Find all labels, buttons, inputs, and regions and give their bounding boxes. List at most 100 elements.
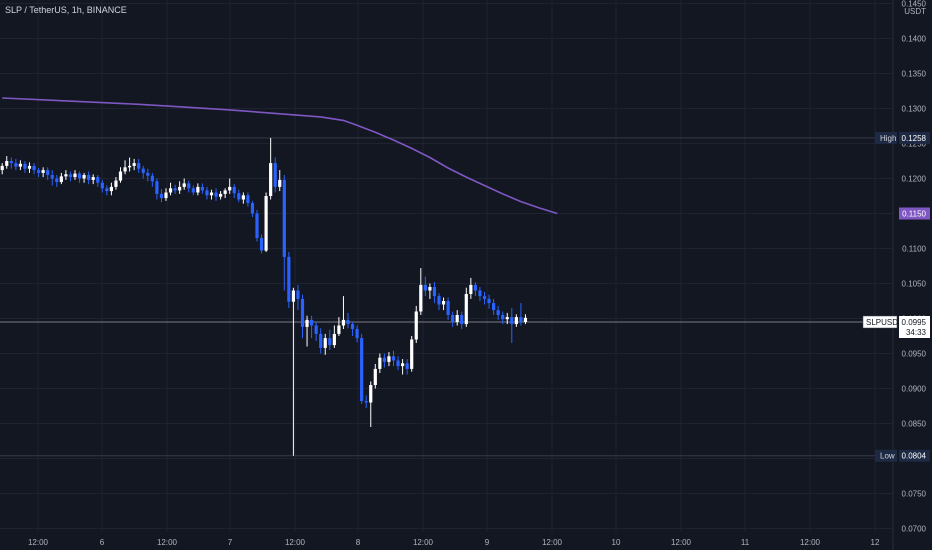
candle-body [5,161,9,166]
candle-body [410,339,414,369]
candle-body [523,317,528,322]
candle-body [23,163,27,169]
time-tick-label: 12:00 [413,538,434,547]
candle [5,156,9,169]
time-tick-label: 12:00 [285,538,306,547]
candle [282,175,286,291]
candle-body [14,163,18,167]
candle [455,310,459,326]
candle-body [232,186,236,194]
price-tick-label: 0.1300 [902,105,927,114]
candle-body [59,176,63,182]
candle-body [159,193,164,199]
candle [428,283,432,299]
candle [259,234,264,254]
candle-body [264,196,268,251]
candle-body [64,174,68,177]
candle-body [282,179,286,257]
candle-body [382,357,386,362]
low-label: Low [880,452,895,461]
candle-body [255,213,259,238]
candle-body [492,303,496,311]
candle-body [296,290,300,299]
candle [273,157,277,193]
candle [269,137,273,200]
candle [341,296,346,329]
candle [332,325,336,348]
candle-body [355,329,359,339]
candle-body [55,178,59,182]
candle-body [91,177,95,180]
candle [109,182,113,196]
high-value: 0.1258 [902,134,927,143]
candle [337,317,341,336]
candle-body [146,172,150,176]
candle [27,162,32,173]
candle-body [214,192,218,197]
candle [378,353,382,374]
candle [387,352,391,367]
low-label-bg [875,449,897,462]
candle [414,305,418,343]
candle [105,185,109,196]
candle-body [460,315,464,325]
candle-body [369,385,373,403]
candle [178,181,182,194]
candle [100,179,104,193]
candle [159,189,164,203]
time-tick-label: 7 [228,538,233,547]
candle-body [328,338,332,346]
candle [505,312,509,325]
ma-polyline [2,97,558,215]
candle [473,282,477,297]
candle-body [332,333,336,346]
high-value-bg [899,131,930,144]
candle [209,189,214,200]
candle [32,163,36,175]
time-axis[interactable]: 12:00 6 12:00 7 12:00 8 12:00 9 12:00 10 12:00 11 12… [28,538,880,547]
time-tick-label: 12:00 [800,538,821,547]
candle [287,252,291,308]
candle [437,293,441,311]
candle-body [141,168,145,173]
candle-body [478,290,482,297]
candle [350,322,355,336]
moving-average [2,97,558,215]
candle [168,182,173,196]
candle-body [223,190,227,194]
candle [323,333,327,355]
candle [128,157,132,172]
low-value-bg [899,449,930,462]
candle [410,336,414,372]
candle [478,287,482,301]
candle [223,188,227,199]
candle [446,297,450,320]
candle-body [364,401,368,403]
candle [41,167,45,178]
candle [519,303,523,326]
candle-body [314,325,318,334]
candle-body [514,317,518,325]
candle-body [323,338,327,348]
candle-body [496,310,500,315]
candle [373,364,377,389]
candle [441,297,446,311]
candle-body [510,317,514,325]
price-tick-label: 0.1250 [902,140,927,149]
candle [123,160,127,175]
price-tick-label: 0.1400 [902,35,927,44]
candle [164,188,168,201]
candle-body [0,165,4,171]
symbol-title[interactable]: SLP / TetherUS, 1h, BINANCE [5,5,127,15]
candle [360,333,364,404]
candle-body [464,294,468,325]
candle-body [73,173,77,178]
candle-body [209,192,214,196]
candle [68,171,73,182]
time-tick-label: 12:00 [28,538,49,547]
candle-body [455,315,459,322]
candle-body [291,290,295,302]
candles [0,137,528,456]
